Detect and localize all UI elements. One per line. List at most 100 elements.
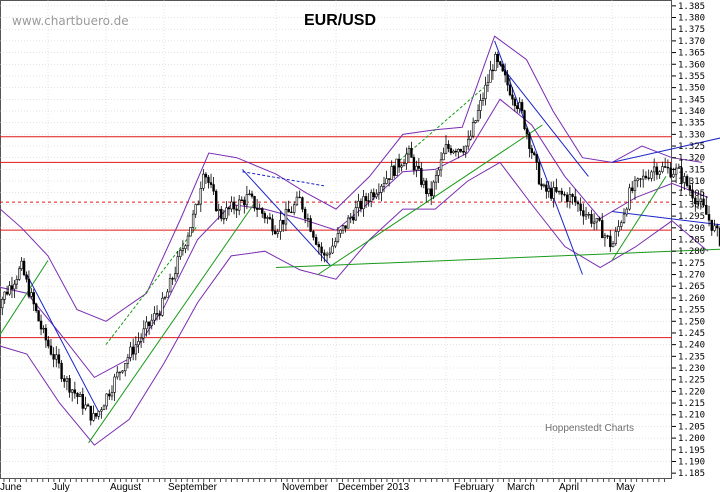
price-bar <box>467 138 470 147</box>
price-bar <box>491 69 495 72</box>
price-bar <box>713 225 716 231</box>
price-bar <box>474 120 477 123</box>
price-bar <box>547 188 550 192</box>
price-bar <box>84 404 87 409</box>
price-bar <box>582 210 585 217</box>
price-bar <box>486 81 490 86</box>
price-bar <box>540 183 543 187</box>
y-tick-label: 1.280 <box>678 247 705 257</box>
y-tick-label: 1.240 <box>678 341 705 351</box>
price-bar <box>437 169 440 176</box>
price-bar <box>207 176 210 183</box>
price-bar <box>494 53 497 71</box>
price-bar <box>240 199 243 202</box>
price-bar <box>614 231 617 244</box>
price-bar <box>699 198 703 202</box>
price-bar <box>380 185 383 193</box>
price-bar <box>214 190 218 212</box>
price-bar <box>650 171 653 179</box>
chart-title: EUR/USD <box>304 12 376 29</box>
price-bar <box>271 218 274 232</box>
price-bar <box>377 192 381 195</box>
price-bar <box>279 219 282 232</box>
price-bar <box>344 225 347 229</box>
price-bar <box>427 188 430 194</box>
price-bar <box>42 327 45 330</box>
price-bar <box>331 245 334 254</box>
price-bar <box>592 221 596 224</box>
price-bar <box>434 175 438 183</box>
price-bar <box>352 216 355 221</box>
price-bar <box>707 214 711 221</box>
price-bar <box>108 393 111 397</box>
price-bar <box>263 213 266 219</box>
price-bar <box>574 196 577 203</box>
price-bar <box>422 180 425 185</box>
price-bar <box>191 213 195 228</box>
price-bar <box>499 61 502 65</box>
y-tick-label: 1.190 <box>678 457 705 467</box>
series-line <box>242 171 325 187</box>
y-tick-label: 1.235 <box>678 352 705 362</box>
price-bar <box>166 291 169 298</box>
price-bar <box>565 194 569 202</box>
price-bar <box>284 208 288 225</box>
price-bar <box>306 218 310 220</box>
price-bar <box>420 168 423 185</box>
series-line <box>0 161 709 446</box>
y-tick-label: 1.335 <box>678 119 705 129</box>
price-bar <box>459 148 463 152</box>
x-tick-label: May <box>616 482 635 492</box>
price-bar <box>503 70 507 76</box>
price-bar <box>617 226 620 232</box>
y-tick-label: 1.275 <box>678 259 705 269</box>
x-tick-label: February <box>454 482 494 492</box>
series-line <box>0 98 709 379</box>
price-bar <box>666 166 670 169</box>
y-tick-label: 1.195 <box>678 446 705 456</box>
price-bar <box>73 389 77 394</box>
price-bar <box>161 297 164 316</box>
y-tick-label: 1.220 <box>678 387 705 397</box>
y-tick-label: 1.225 <box>678 376 705 386</box>
price-bar <box>595 217 599 223</box>
price-bar <box>496 53 500 63</box>
y-tick-label: 1.210 <box>678 411 705 421</box>
price-bar <box>484 84 487 99</box>
y-tick-label: 1.360 <box>678 60 705 70</box>
price-bar <box>590 213 593 224</box>
price-bar <box>52 354 55 360</box>
price-bar <box>364 196 368 201</box>
price-bar <box>89 405 92 421</box>
price-bar <box>230 201 233 210</box>
price-bar <box>220 208 223 219</box>
price-bar <box>552 187 555 199</box>
price-bar <box>268 217 272 220</box>
y-tick-label: 1.205 <box>678 422 705 432</box>
price-bar <box>37 310 40 322</box>
price-bar <box>571 194 574 197</box>
price-bar <box>683 176 686 183</box>
price-bar <box>339 229 342 234</box>
x-tick-label: July <box>52 482 70 492</box>
y-tick-label: 1.375 <box>678 25 705 35</box>
price-bar <box>606 235 609 237</box>
price-bar <box>63 378 66 382</box>
price-bar <box>323 252 326 256</box>
y-tick-label: 1.285 <box>678 236 705 246</box>
grid-lines <box>0 0 672 479</box>
price-bar <box>557 190 561 193</box>
bollinger-bands <box>0 35 709 446</box>
price-bar <box>325 253 329 256</box>
price-bar <box>464 145 467 153</box>
price-bar <box>194 204 197 215</box>
price-bar <box>658 171 661 175</box>
price-bar <box>137 341 140 346</box>
y-tick-label: 1.300 <box>678 200 705 210</box>
price-bar <box>3 291 6 300</box>
price-bar <box>334 241 337 247</box>
price-bar <box>204 173 208 178</box>
price-bar <box>357 200 360 208</box>
series-line <box>0 35 703 322</box>
price-bar <box>174 273 177 280</box>
